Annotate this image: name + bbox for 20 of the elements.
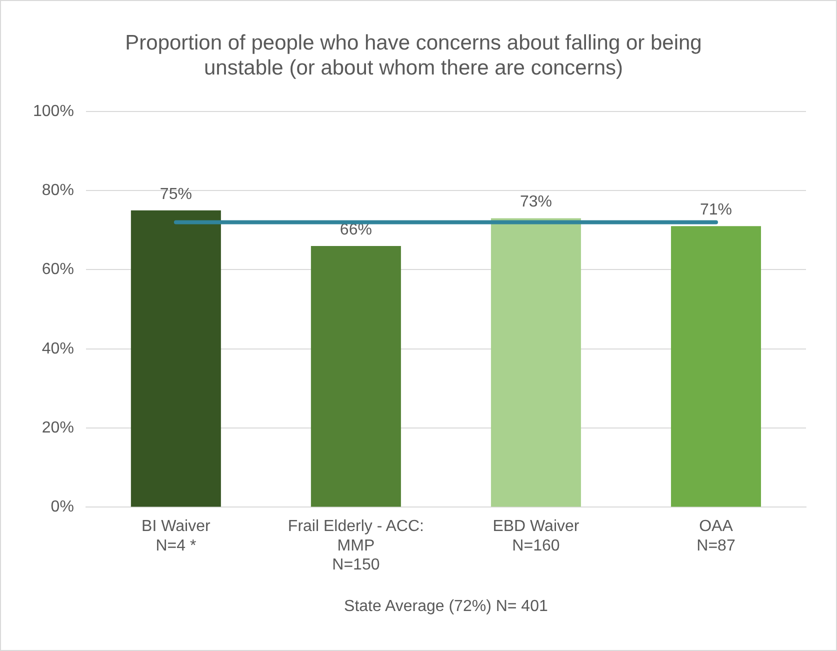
- data-label: 73%: [520, 194, 552, 211]
- bar: [310, 246, 401, 507]
- y-tick-label: 100%: [33, 102, 74, 120]
- y-tick-label: 60%: [42, 261, 74, 278]
- bar: [670, 226, 761, 507]
- x-tick-label: OAA N=87: [696, 518, 736, 554]
- data-label: 66%: [340, 221, 372, 238]
- bar: [130, 210, 221, 507]
- y-tick-label: 40%: [42, 340, 74, 358]
- x-axis-title: State Average (72%) N= 401: [344, 598, 548, 615]
- x-tick-label: EBD Waiver N=160: [492, 518, 580, 554]
- x-tick-label: BI Waiver N=4 *: [142, 518, 211, 554]
- chart-title: Proportion of people who have concerns about falling or being unstable (or about whom there are concerns): [125, 31, 702, 80]
- y-tick-label: 20%: [42, 419, 74, 436]
- data-label: 71%: [700, 202, 732, 219]
- data-label: 75%: [160, 186, 192, 203]
- x-tick-label: Frail Elderly - ACC: MMP N=150: [288, 518, 424, 574]
- y-tick-label: 0%: [50, 498, 74, 516]
- y-tick-label: 80%: [42, 182, 74, 199]
- bar: [490, 218, 581, 507]
